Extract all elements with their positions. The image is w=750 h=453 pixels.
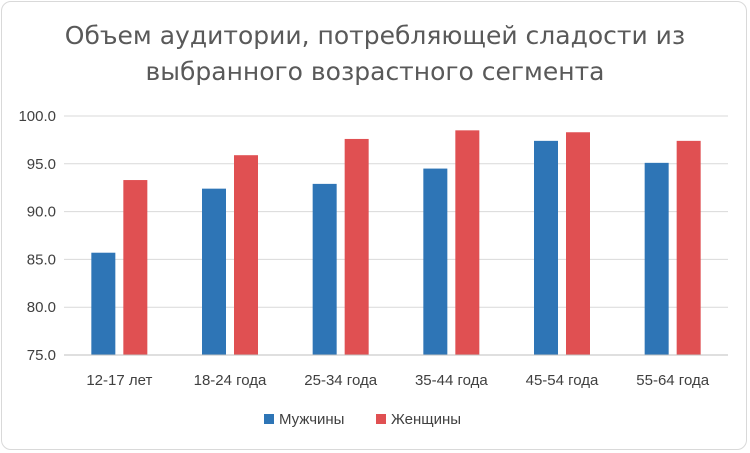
bar-female-3 <box>344 138 369 355</box>
bar-female-1 <box>123 180 148 355</box>
bar-male-4 <box>423 168 448 355</box>
legend: Мужчины Женщины <box>264 411 461 428</box>
bar-male-3 <box>312 183 337 355</box>
bar-male-1 <box>91 252 116 355</box>
bar-female-4 <box>455 130 480 355</box>
bar-female-6 <box>676 140 701 355</box>
bars <box>91 130 701 355</box>
chart-title-line-1: Объем аудитории, потребляющей сладости и… <box>65 21 685 50</box>
y-tick-label: 85.0 <box>27 251 56 268</box>
gridlines <box>64 115 728 308</box>
legend-swatch-male <box>264 414 274 424</box>
x-category-label: 25-34 года <box>304 372 377 389</box>
legend-swatch-female <box>376 414 386 424</box>
y-axis-tick-labels: 75.0 80.0 85.0 90.0 95.0 100.0 <box>18 108 56 364</box>
y-tick-label: 95.0 <box>27 156 56 173</box>
x-category-label: 35-44 года <box>415 372 488 389</box>
x-category-label: 12-17 лет <box>86 372 152 389</box>
chart-title: Объем аудитории, потребляющей сладости и… <box>65 21 685 86</box>
bar-male-2 <box>202 188 226 355</box>
bar-male-6 <box>644 162 669 355</box>
x-category-label: 55-64 года <box>636 372 709 389</box>
y-tick-label: 75.0 <box>27 347 56 364</box>
bar-male-5 <box>534 140 558 355</box>
y-tick-label: 100.0 <box>18 108 56 125</box>
legend-label-female: Женщины <box>391 411 461 428</box>
x-axis-category-labels: 12-17 лет 18-24 года 25-34 года 35-44 года 4… <box>86 372 709 389</box>
bar-female-5 <box>566 132 590 355</box>
y-tick-label: 80.0 <box>27 299 56 316</box>
legend-label-male: Мужчины <box>279 411 344 428</box>
bar-female-2 <box>234 155 258 355</box>
y-tick-label: 90.0 <box>27 204 56 221</box>
chart-title-line-2: выбранного возрастного сегмента <box>145 57 604 86</box>
x-category-label: 45-54 года <box>526 372 599 389</box>
x-category-label: 18-24 года <box>194 372 267 389</box>
